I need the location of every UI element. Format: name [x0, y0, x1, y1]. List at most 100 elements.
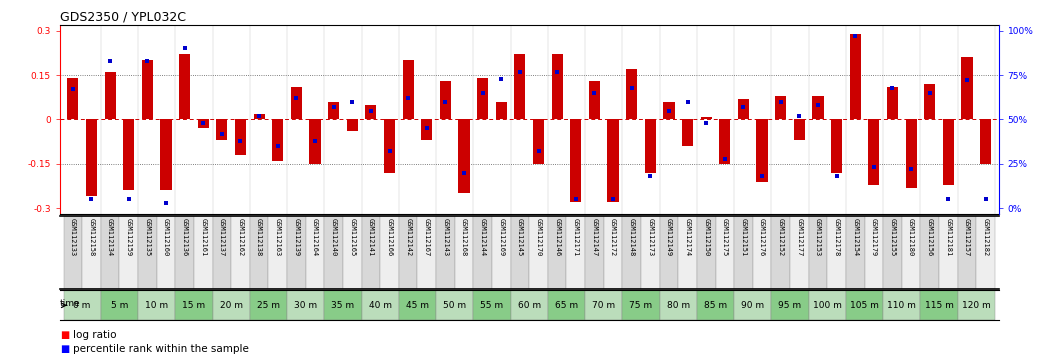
Bar [604, 216, 622, 289]
Text: GSM112136: GSM112136 [181, 218, 188, 256]
Point [623, 85, 640, 90]
Text: GSM112179: GSM112179 [871, 218, 877, 256]
Point [474, 90, 491, 96]
Bar [454, 216, 473, 289]
Bar [641, 216, 660, 289]
Text: GSM112165: GSM112165 [349, 218, 356, 256]
Bar [343, 216, 362, 289]
Text: 70 m: 70 m [593, 301, 616, 310]
Bar [365, 105, 377, 119]
Text: GSM112159: GSM112159 [126, 218, 132, 256]
Bar [958, 216, 977, 289]
Point [437, 99, 454, 104]
Bar [324, 290, 362, 320]
Bar [328, 102, 339, 119]
Point [270, 143, 286, 149]
Text: GSM112138: GSM112138 [256, 218, 262, 256]
Point [102, 58, 119, 64]
Bar [864, 216, 883, 289]
Bar [101, 290, 138, 320]
Bar [250, 216, 269, 289]
Bar [105, 72, 115, 119]
Point [716, 156, 733, 161]
Point [455, 170, 472, 176]
Point [661, 108, 678, 113]
Bar [422, 119, 432, 140]
Bar [511, 290, 548, 320]
Bar [548, 290, 585, 320]
Point [493, 76, 510, 81]
Point [753, 173, 770, 179]
Text: GSM112137: GSM112137 [219, 218, 224, 256]
Text: 75 m: 75 m [629, 301, 652, 310]
Bar [939, 216, 958, 289]
Text: GSM112180: GSM112180 [908, 218, 914, 256]
Bar [588, 81, 600, 119]
Bar [287, 216, 305, 289]
Text: 115 m: 115 m [924, 301, 954, 310]
Bar [660, 216, 679, 289]
Text: GSM112144: GSM112144 [479, 218, 486, 256]
Bar [697, 216, 715, 289]
Bar [552, 55, 562, 119]
Bar [101, 216, 120, 289]
Bar [660, 290, 697, 320]
Bar [287, 290, 324, 320]
Bar [980, 119, 991, 164]
Text: GSM112145: GSM112145 [517, 218, 522, 256]
Bar [216, 119, 228, 140]
Text: time: time [60, 299, 81, 308]
Text: GSM112166: GSM112166 [386, 218, 392, 256]
Text: 90 m: 90 m [742, 301, 765, 310]
Bar [794, 119, 805, 140]
Text: GDS2350 / YPL032C: GDS2350 / YPL032C [60, 11, 186, 24]
Bar [720, 119, 730, 164]
Point [288, 95, 305, 101]
Bar [622, 216, 641, 289]
Text: 60 m: 60 m [517, 301, 541, 310]
Point [213, 131, 230, 137]
Bar [771, 216, 790, 289]
Point [847, 33, 863, 39]
Bar [920, 216, 939, 289]
Bar [64, 216, 82, 289]
Text: GSM112181: GSM112181 [945, 218, 951, 256]
Bar [514, 55, 526, 119]
Bar [436, 216, 454, 289]
Bar [679, 216, 697, 289]
Bar [809, 216, 828, 289]
Text: GSM112143: GSM112143 [443, 218, 448, 256]
Point [176, 46, 193, 51]
Text: 100 m: 100 m [813, 301, 841, 310]
Point [921, 90, 938, 96]
Bar [197, 119, 209, 129]
Point [400, 95, 416, 101]
Bar [324, 216, 343, 289]
Point [735, 104, 752, 110]
Bar [64, 290, 101, 320]
Point [512, 69, 529, 74]
Text: GSM112152: GSM112152 [777, 218, 784, 256]
Bar [943, 119, 954, 184]
Point [251, 113, 267, 119]
Bar [883, 290, 920, 320]
Bar [585, 216, 604, 289]
Text: 45 m: 45 m [406, 301, 429, 310]
Text: 5 m: 5 m [111, 301, 128, 310]
Bar [682, 119, 693, 146]
Point [232, 138, 249, 144]
Text: GSM112163: GSM112163 [275, 218, 281, 256]
Point [363, 108, 380, 113]
Text: 40 m: 40 m [368, 301, 391, 310]
Bar [529, 216, 548, 289]
Text: ■: ■ [60, 344, 69, 354]
Point [642, 173, 659, 179]
Text: 35 m: 35 m [331, 301, 355, 310]
Text: 120 m: 120 m [962, 301, 990, 310]
Bar [831, 119, 842, 173]
Bar [399, 290, 436, 320]
Text: GSM112164: GSM112164 [312, 218, 318, 256]
Bar [473, 290, 511, 320]
Bar [566, 216, 585, 289]
Bar [477, 78, 488, 119]
